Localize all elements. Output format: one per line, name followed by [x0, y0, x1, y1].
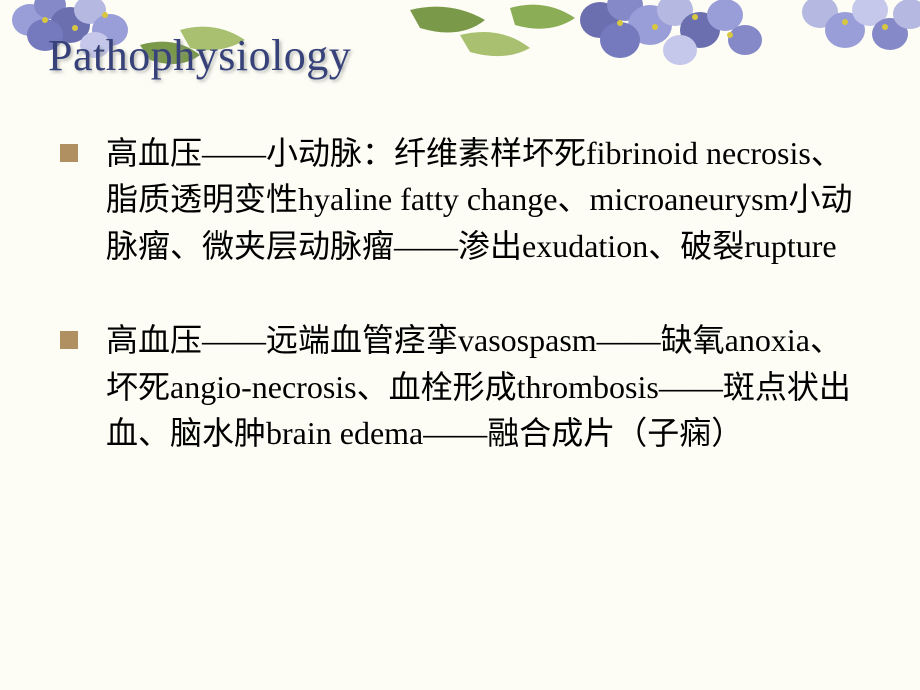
bullet-text: 高血压——远端血管痉挛vasospasm——缺氧anoxia、坏死angio-n…	[106, 317, 860, 456]
bullet-text: 高血压——小动脉：纤维素样坏死fibrinoid necrosis、脂质透明变性…	[106, 130, 860, 269]
bullet-item: 高血压——远端血管痉挛vasospasm——缺氧anoxia、坏死angio-n…	[60, 317, 860, 456]
bullet-marker	[60, 144, 78, 162]
bullet-item: 高血压——小动脉：纤维素样坏死fibrinoid necrosis、脂质透明变性…	[60, 130, 860, 269]
bullet-marker	[60, 331, 78, 349]
content-area: 高血压——小动脉：纤维素样坏死fibrinoid necrosis、脂质透明变性…	[60, 130, 860, 504]
slide-title: Pathophysiology	[48, 30, 351, 81]
